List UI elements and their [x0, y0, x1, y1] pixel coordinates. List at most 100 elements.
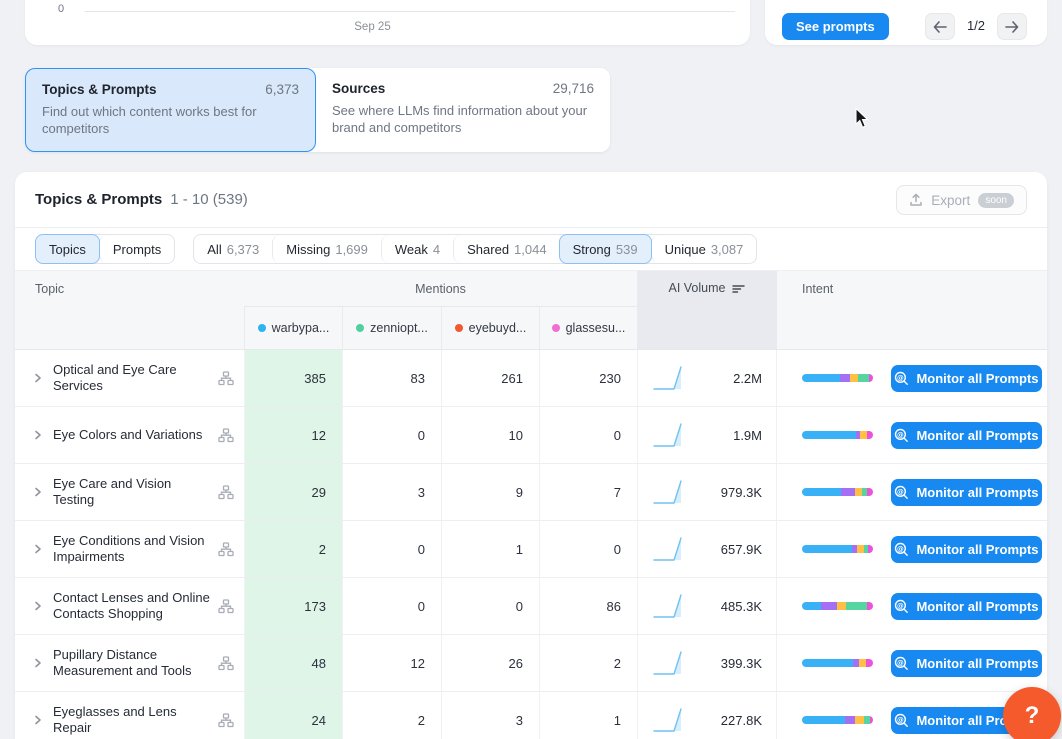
- filter-chip-count: 1,044: [514, 242, 547, 257]
- competitor-column-header[interactable]: glassesu...: [539, 307, 637, 349]
- filter-chip-count: 4: [433, 242, 440, 257]
- monitor-button-label: Monitor all Prompts: [916, 656, 1038, 671]
- expand-chevron-icon[interactable]: [31, 713, 45, 727]
- ai-volume-value: 979.3K: [686, 485, 762, 500]
- intent-distribution-bar: [802, 716, 873, 724]
- mention-count: 9: [441, 464, 539, 520]
- ai-volume-value: 227.8K: [686, 713, 762, 728]
- monitor-all-prompts-button[interactable]: @ Monitor all Prompts: [891, 479, 1042, 506]
- filter-chip-shared[interactable]: Shared 1,044: [453, 235, 559, 263]
- table-row: Contact Lenses and Online Contacts Shopp…: [15, 578, 1047, 635]
- monitor-all-prompts-button[interactable]: @ Monitor all Prompts: [891, 650, 1042, 677]
- mention-count: 2: [539, 635, 637, 691]
- topic-name[interactable]: Eyeglasses and Lens Repair: [53, 704, 210, 736]
- mention-count: 26: [441, 635, 539, 691]
- mention-count: 86: [539, 578, 637, 634]
- mention-count: 0: [342, 407, 441, 463]
- tab-sources[interactable]: Sources 29,716 See where LLMs find infor…: [316, 68, 610, 152]
- topic-name[interactable]: Pupillary Distance Measurement and Tools: [53, 647, 210, 679]
- monitor-all-prompts-button[interactable]: @ Monitor all Prompts: [891, 422, 1042, 449]
- trend-sparkline: [652, 418, 686, 452]
- table-body: Optical and Eye Care Services 385 83 261…: [15, 350, 1047, 739]
- expand-chevron-icon[interactable]: [31, 656, 45, 670]
- competitor-column-header[interactable]: warbypa...: [244, 307, 342, 349]
- filter-chip-unique[interactable]: Unique 3,087: [651, 235, 757, 263]
- topic-hierarchy-icon[interactable]: [218, 656, 234, 671]
- filter-chip-strong[interactable]: Strong 539: [559, 234, 652, 264]
- expand-chevron-icon[interactable]: [31, 428, 45, 442]
- topic-hierarchy-icon[interactable]: [218, 371, 234, 386]
- competitor-column-header[interactable]: zenniopt...: [342, 307, 441, 349]
- monitor-all-prompts-button[interactable]: @ Monitor all Prompts: [891, 536, 1042, 563]
- ai-volume-value: 657.9K: [686, 542, 762, 557]
- mention-count: 7: [539, 464, 637, 520]
- mention-count: 12: [244, 407, 342, 463]
- topic-hierarchy-icon[interactable]: [218, 542, 234, 557]
- topic-hierarchy-icon[interactable]: [218, 428, 234, 443]
- monitor-button-label: Monitor all Prompts: [916, 542, 1038, 557]
- expand-chevron-icon[interactable]: [31, 599, 45, 613]
- tab-topics-prompts[interactable]: Topics & Prompts 6,373 Find out which co…: [25, 68, 316, 152]
- competitor-color-dot: [258, 324, 266, 332]
- topic-name[interactable]: Optical and Eye Care Services: [53, 362, 210, 394]
- intent-cell: @ Monitor all Prompts: [777, 350, 1047, 406]
- monitor-prompts-icon: @: [894, 599, 909, 614]
- competitor-name: warbypa...: [272, 321, 330, 335]
- trend-sparkline: [652, 589, 686, 623]
- expand-chevron-icon[interactable]: [31, 485, 45, 499]
- filter-chip-label: Strong: [573, 242, 611, 257]
- mention-count: 48: [244, 635, 342, 691]
- column-ai-volume[interactable]: AI Volume: [637, 271, 777, 349]
- filter-chip-all[interactable]: All 6,373: [194, 235, 272, 263]
- ai-volume-cell: 1.9M: [637, 407, 777, 463]
- tab-count: 6,373: [265, 82, 299, 97]
- topic-name[interactable]: Eye Care and Vision Testing: [53, 476, 210, 508]
- table-row: Eye Conditions and Vision Impairments 2 …: [15, 521, 1047, 578]
- view-toggle-prompts[interactable]: Prompts: [99, 235, 174, 263]
- topic-name[interactable]: Eye Conditions and Vision Impairments: [53, 533, 210, 565]
- topic-cell: Pupillary Distance Measurement and Tools: [15, 635, 244, 691]
- expand-chevron-icon[interactable]: [31, 371, 45, 385]
- competitor-column-header[interactable]: eyebuyd...: [441, 307, 539, 349]
- sort-descending-icon: [732, 282, 745, 296]
- filter-chip-label: Prompts: [113, 242, 161, 257]
- mention-count: 29: [244, 464, 342, 520]
- filter-chip-missing[interactable]: Missing 1,699: [272, 235, 381, 263]
- see-prompts-button[interactable]: See prompts: [782, 13, 889, 40]
- topic-cell: Optical and Eye Care Services: [15, 350, 244, 406]
- expand-chevron-icon[interactable]: [31, 542, 45, 556]
- mention-count: 0: [539, 407, 637, 463]
- ai-volume-cell: 399.3K: [637, 635, 777, 691]
- filter-chip-label: All: [207, 242, 221, 257]
- svg-text:@: @: [897, 658, 904, 666]
- topic-hierarchy-icon[interactable]: [218, 599, 234, 614]
- topic-hierarchy-icon[interactable]: [218, 485, 234, 500]
- export-button[interactable]: Export soon: [896, 185, 1027, 215]
- monitor-prompts-icon: @: [894, 428, 909, 443]
- view-toggle-topics[interactable]: Topics: [35, 234, 100, 264]
- export-label: Export: [931, 193, 970, 208]
- topic-name[interactable]: Eye Colors and Variations: [53, 427, 210, 443]
- table-range: 1 - 10 (539): [170, 191, 248, 208]
- help-button[interactable]: ?: [1003, 687, 1061, 739]
- monitor-prompts-icon: @: [894, 485, 909, 500]
- competitor-name: zenniopt...: [370, 321, 428, 335]
- filter-chip-weak[interactable]: Weak 4: [381, 235, 453, 263]
- page-indicator: 1/2: [958, 18, 994, 33]
- intent-cell: @ Monitor all Prompts: [777, 407, 1047, 463]
- topic-name[interactable]: Contact Lenses and Online Contacts Shopp…: [53, 590, 210, 622]
- prev-page-button[interactable]: [925, 13, 955, 40]
- topic-hierarchy-icon[interactable]: [218, 713, 234, 728]
- monitor-all-prompts-button[interactable]: @ Monitor all Prompts: [891, 593, 1042, 620]
- monitor-all-prompts-button[interactable]: @ Monitor all Prompts: [891, 365, 1042, 392]
- ai-volume-value: 1.9M: [686, 428, 762, 443]
- next-page-button[interactable]: [997, 13, 1027, 40]
- mouse-cursor: [855, 108, 875, 130]
- trend-sparkline: [652, 646, 686, 680]
- trend-sparkline: [652, 361, 686, 395]
- competitor-color-dot: [552, 324, 560, 332]
- ai-volume-cell: 979.3K: [637, 464, 777, 520]
- trend-chart-card: 0 Sep 25: [25, 0, 750, 45]
- competitor-color-dot: [455, 324, 463, 332]
- filter-bar: Topics Prompts All 6,373 Missing 1,699 W…: [15, 228, 1047, 271]
